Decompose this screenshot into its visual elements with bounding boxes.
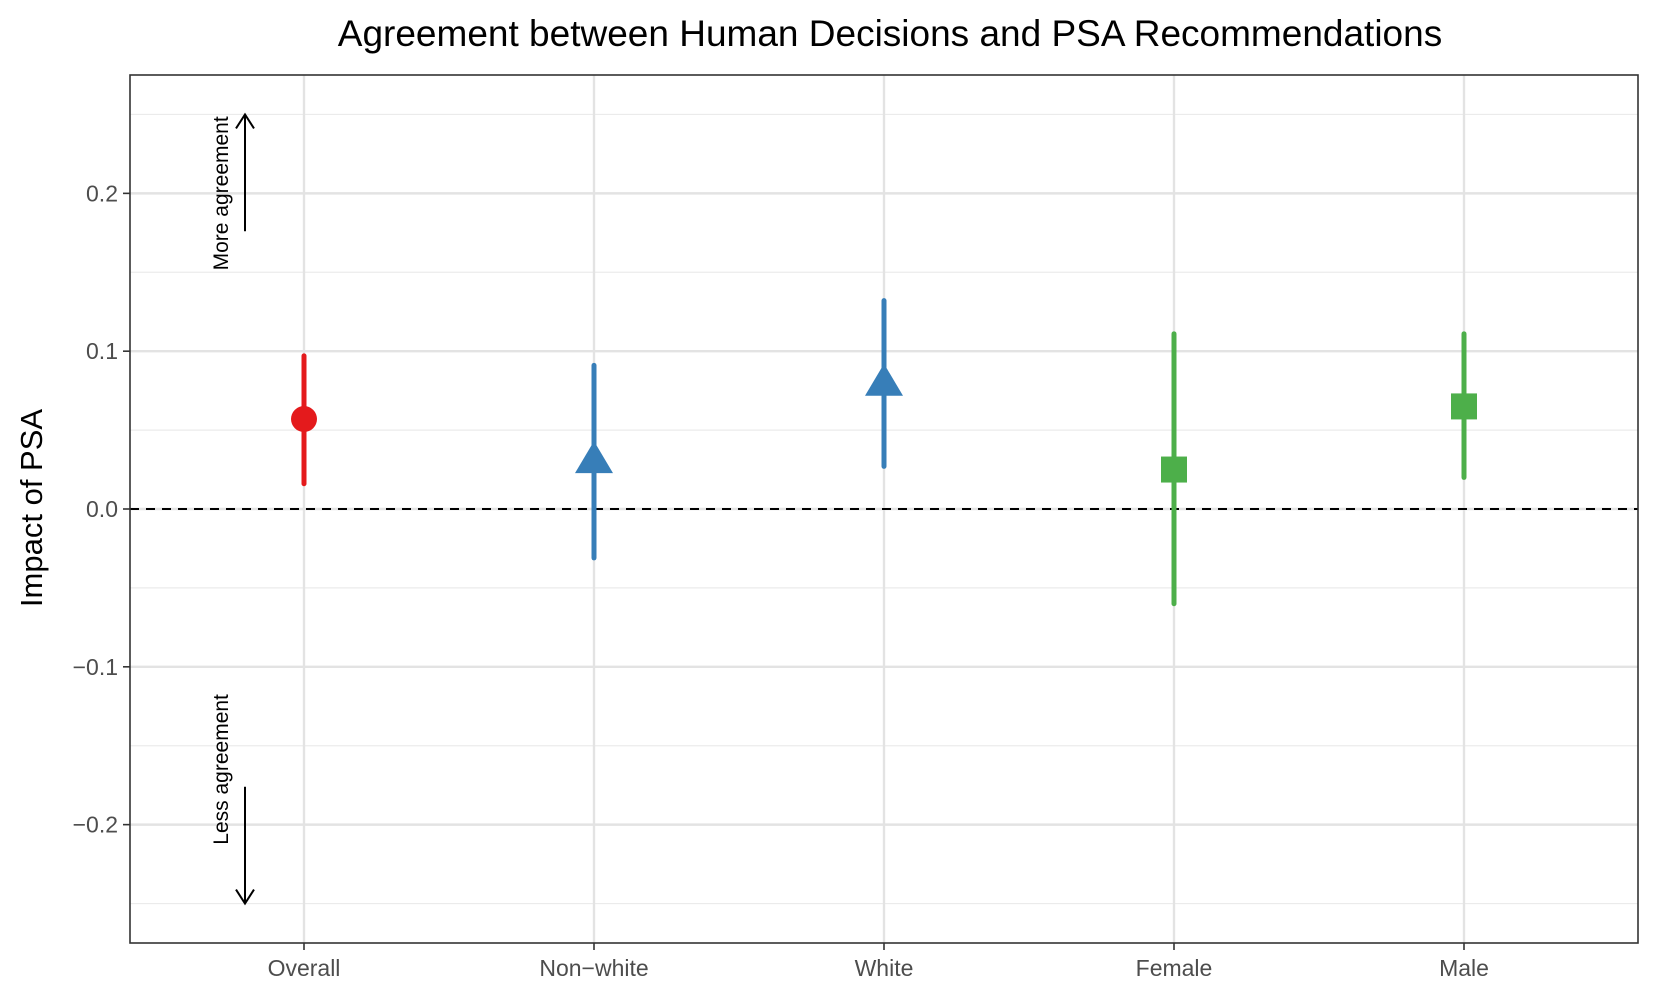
- x-axis: Overall Non−white White Female Male: [268, 943, 1489, 981]
- x-tick-label: White: [855, 955, 914, 981]
- less-agreement-label: Less agreement: [210, 694, 233, 845]
- more-agreement-label: More agreement: [210, 116, 233, 270]
- x-tick-label: Overall: [268, 955, 341, 981]
- x-tick-label: Female: [1136, 955, 1213, 981]
- up-arrow-icon: [235, 112, 255, 129]
- point-range-4: [1451, 331, 1477, 480]
- down-arrow-icon: [235, 889, 255, 906]
- y-axis-title: Impact of PSA: [14, 409, 49, 607]
- triangle-marker: [575, 441, 613, 474]
- chart-title: Agreement between Human Decisions and PS…: [338, 13, 1442, 54]
- annotations: More agreement Less agreement: [210, 112, 255, 906]
- square-marker: [1451, 393, 1477, 420]
- point-range-2: [865, 298, 903, 469]
- x-tick-label: Non−white: [539, 955, 648, 981]
- triangle-marker: [865, 363, 903, 396]
- point-range-1: [575, 362, 613, 561]
- point-range-3: [1161, 331, 1187, 607]
- y-tick-label: 0.2: [86, 180, 118, 206]
- data-points: [291, 298, 1477, 607]
- y-tick-label: 0.0: [86, 496, 118, 522]
- circle-marker: [291, 406, 317, 433]
- y-tick-label: 0.1: [86, 338, 118, 364]
- y-axis: −0.2 −0.1 0.0 0.1 0.2: [73, 180, 130, 838]
- y-tick-label: −0.2: [73, 812, 118, 838]
- y-tick-label: −0.1: [73, 654, 118, 680]
- point-range-0: [291, 353, 317, 487]
- x-tick-label: Male: [1439, 955, 1489, 981]
- square-marker: [1161, 456, 1187, 483]
